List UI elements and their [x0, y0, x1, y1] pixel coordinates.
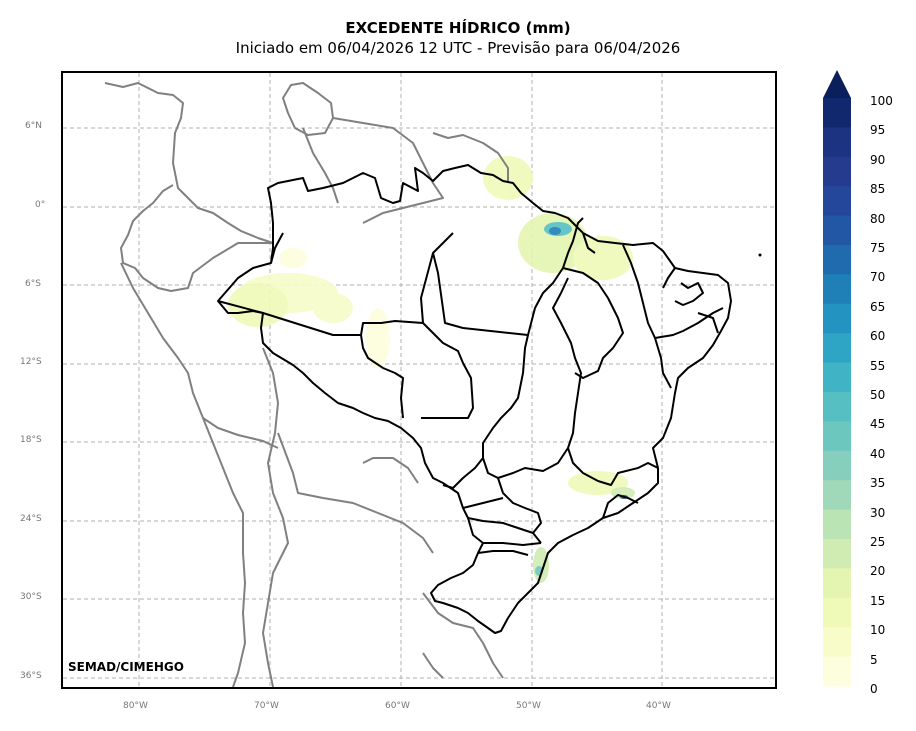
colorbar-label: 90	[870, 152, 886, 167]
colorbar-block	[823, 568, 851, 599]
lon-label: 80°W	[123, 701, 148, 711]
colorbar-block	[823, 274, 851, 305]
lon-label: 60°W	[385, 701, 410, 711]
lon-label: 70°W	[254, 701, 279, 711]
colorbar-label: 45	[870, 417, 886, 432]
colorbar-label: 80	[870, 211, 886, 226]
colorbar-label: 5	[870, 652, 878, 667]
map-subtitle: Iniciado em 06/04/2026 12 UTC - Previsão…	[235, 39, 681, 57]
colorbar-label: 95	[870, 123, 886, 138]
precip-excess-field	[228, 156, 635, 583]
colorbar	[823, 70, 851, 687]
lat-label: 0°	[35, 200, 46, 210]
colorbar-block	[823, 245, 851, 275]
colorbar-label: 30	[870, 505, 886, 520]
colorbar-extend-arrow	[823, 70, 851, 98]
colorbar-label: 15	[870, 593, 886, 608]
lat-label: 12°S	[20, 357, 42, 367]
colorbar-blocks	[823, 70, 851, 687]
lat-label: 6°N	[25, 121, 42, 131]
colorbar-label: 60	[870, 329, 886, 344]
colorbar-block	[823, 127, 851, 158]
colorbar-block	[823, 392, 851, 422]
lon-label: 40°W	[646, 701, 671, 711]
colorbar-block	[823, 362, 851, 393]
credit-text: SEMAD/CIMEHGO	[68, 660, 184, 674]
colorbar-label: 35	[870, 476, 886, 491]
colorbar-block	[823, 656, 851, 687]
colorbar-block	[823, 480, 851, 511]
colorbar-label: 100	[870, 94, 893, 108]
colorbar-label: 10	[870, 623, 886, 638]
colorbar-block	[823, 303, 851, 334]
colorbar-block	[823, 597, 851, 628]
map-title: EXCEDENTE HÍDRICO (mm)	[345, 19, 571, 37]
lat-label: 30°S	[20, 592, 42, 602]
gridlines	[63, 73, 775, 687]
colorbar-label: 40	[870, 446, 886, 461]
colorbar-label: 65	[870, 299, 886, 314]
colorbar-block	[823, 215, 851, 246]
colorbar-label: 20	[870, 564, 886, 579]
lat-label: 18°S	[20, 435, 42, 445]
colorbar-block	[823, 333, 851, 364]
lon-label: 50°W	[516, 701, 541, 711]
colorbar-label: 55	[870, 358, 886, 373]
colorbar-block	[823, 539, 851, 569]
lat-label: 24°S	[20, 514, 42, 524]
colorbar-label: 70	[870, 270, 886, 285]
lat-label: 6°S	[25, 279, 41, 289]
colorbar-block	[823, 186, 851, 217]
lat-label: 36°S	[20, 671, 42, 681]
colorbar-block	[823, 509, 851, 540]
colorbar-block	[823, 627, 851, 658]
colorbar-label: 0	[870, 682, 878, 696]
south-america-borders	[104, 82, 509, 687]
map-canvas	[63, 73, 775, 687]
colorbar-block	[823, 421, 851, 452]
colorbar-block	[823, 156, 851, 187]
colorbar-label: 75	[870, 241, 886, 255]
map-frame	[61, 71, 777, 689]
colorbar-label: 50	[870, 388, 886, 402]
colorbar-block	[823, 98, 851, 128]
colorbar-label: 85	[870, 182, 886, 197]
colorbar-label: 25	[870, 535, 886, 549]
brazil-state-borders	[217, 164, 732, 634]
colorbar-block	[823, 450, 851, 481]
